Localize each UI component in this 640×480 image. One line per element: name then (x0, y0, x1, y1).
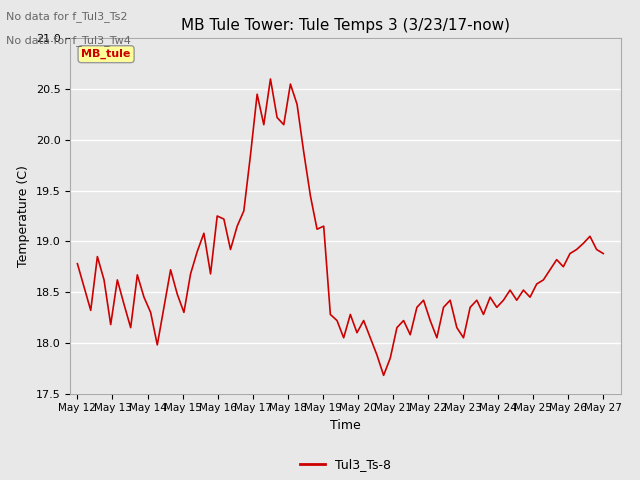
Text: MB_tule: MB_tule (81, 49, 131, 60)
X-axis label: Time: Time (330, 419, 361, 432)
Y-axis label: Temperature (C): Temperature (C) (17, 165, 30, 267)
Text: No data for f_Tul3_Tw4: No data for f_Tul3_Tw4 (6, 35, 131, 46)
Legend: Tul3_Ts-8: Tul3_Ts-8 (295, 453, 396, 476)
Text: No data for f_Tul3_Ts2: No data for f_Tul3_Ts2 (6, 11, 128, 22)
Title: MB Tule Tower: Tule Temps 3 (3/23/17-now): MB Tule Tower: Tule Temps 3 (3/23/17-now… (181, 18, 510, 33)
